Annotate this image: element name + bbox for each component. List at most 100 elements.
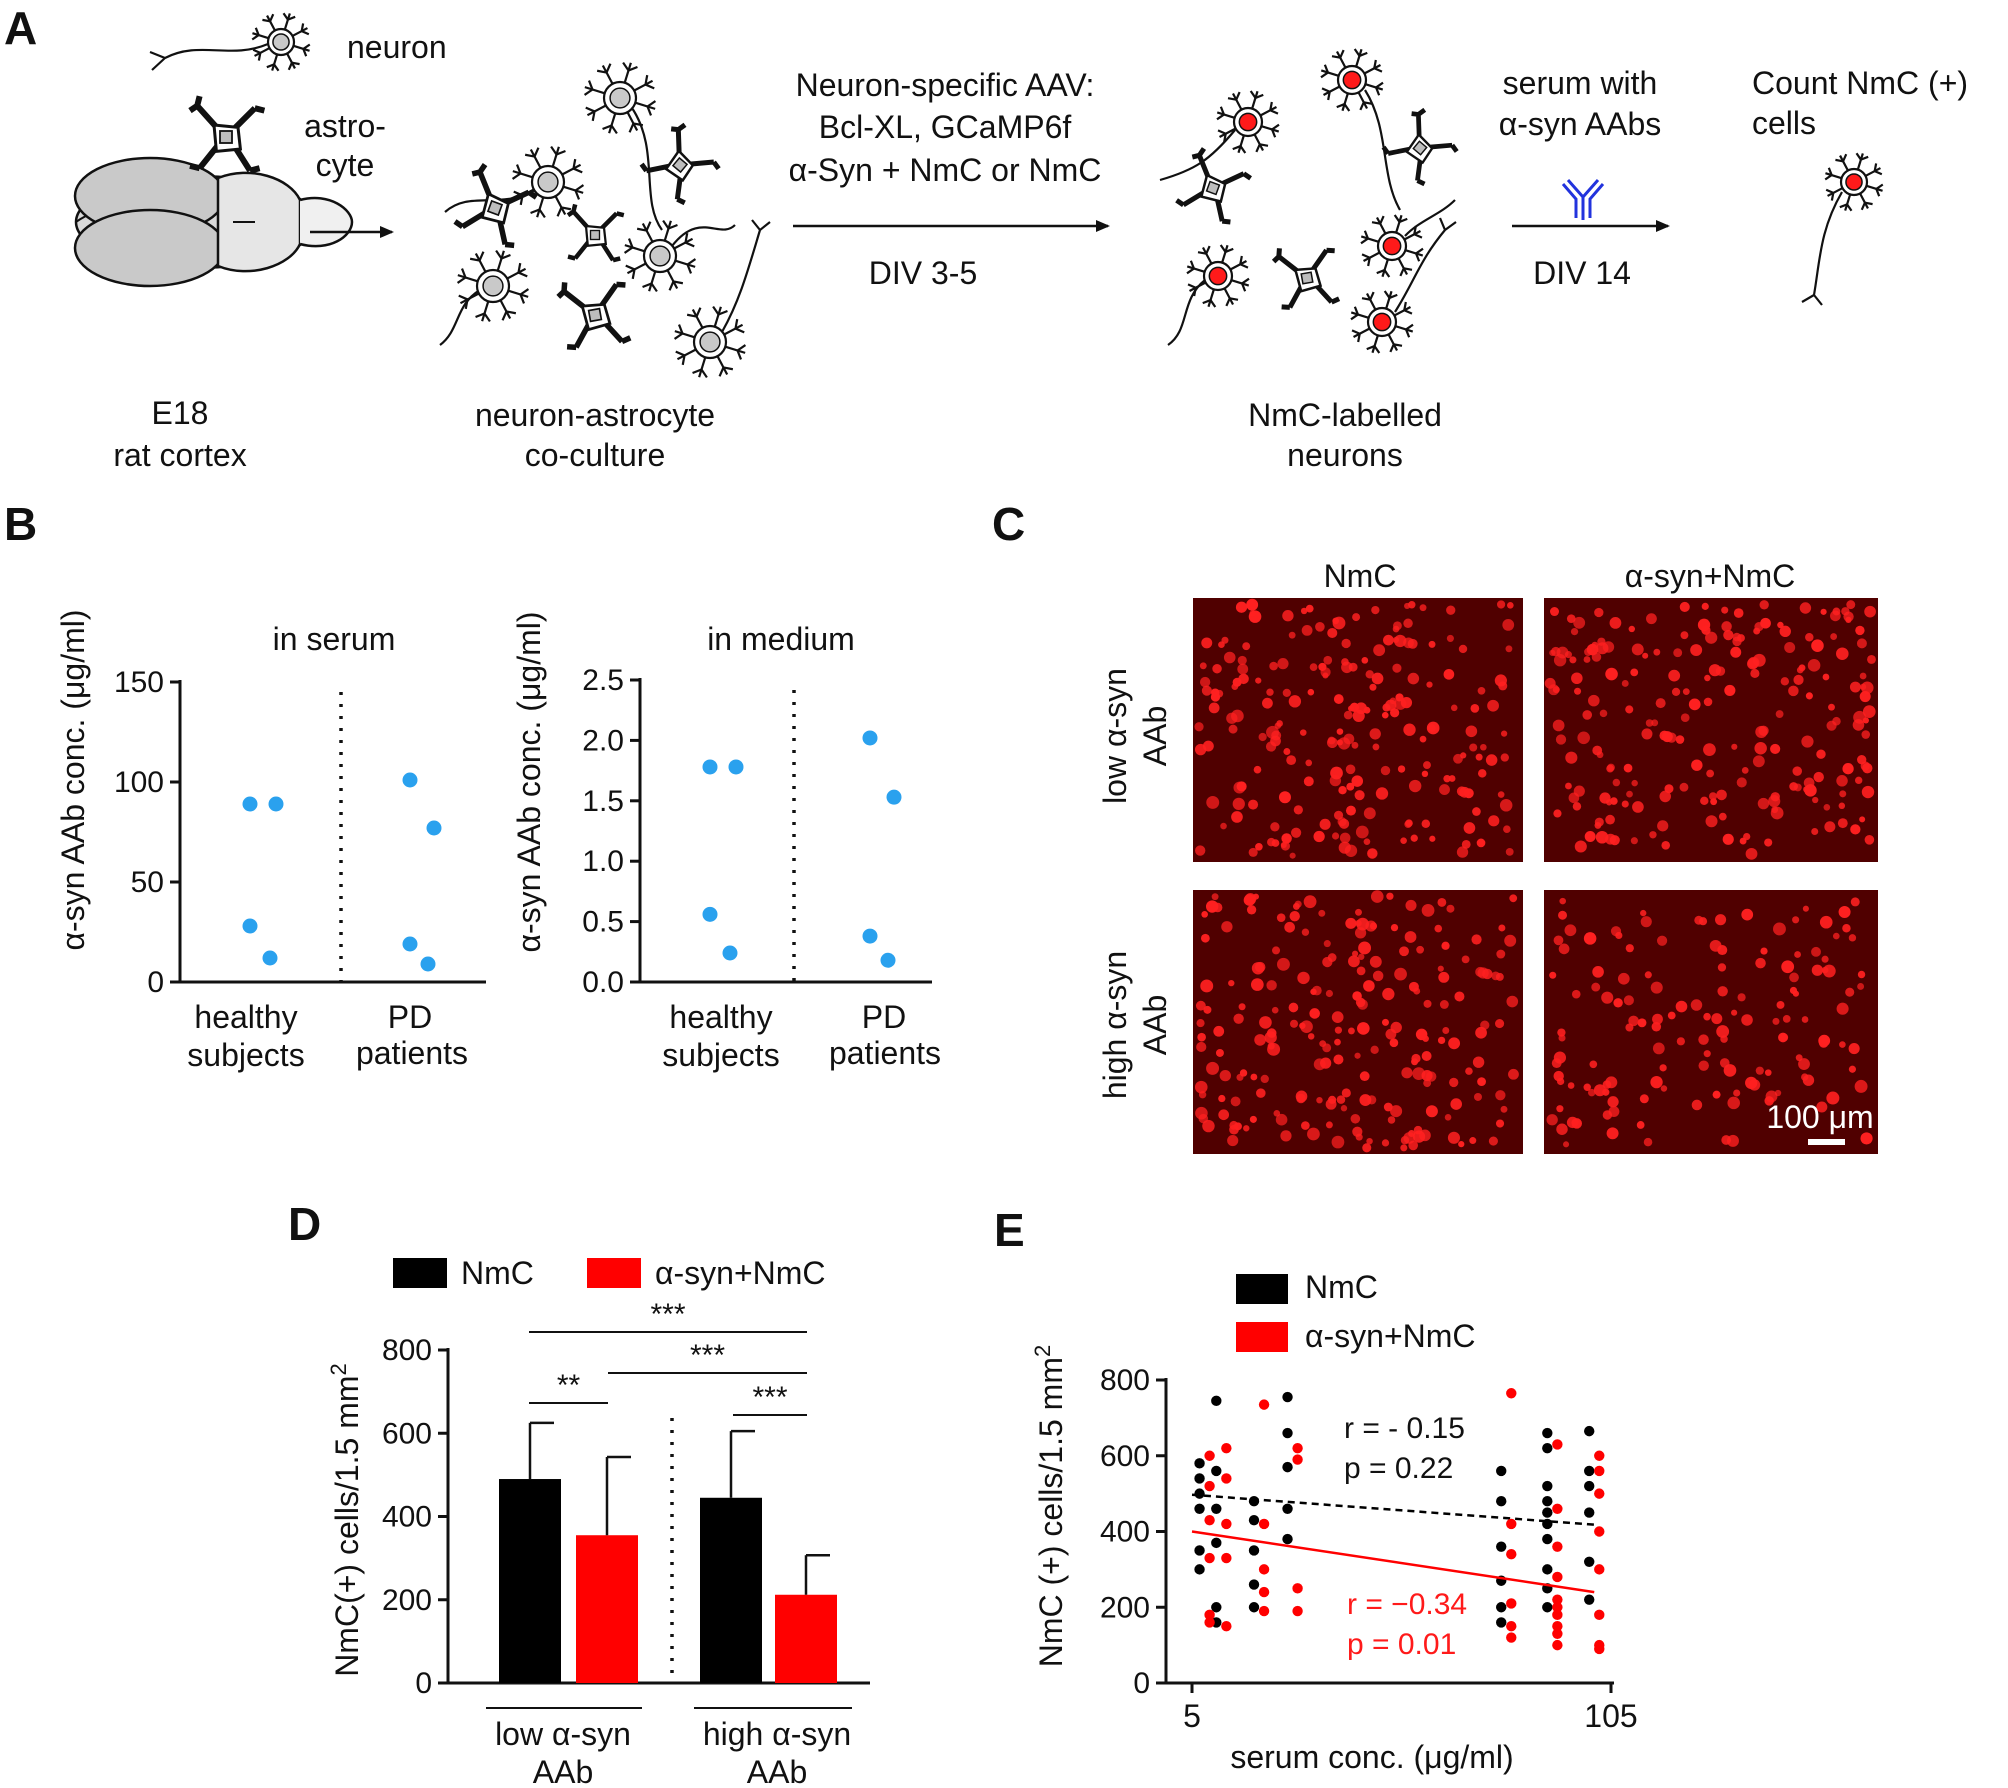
data-point (1542, 1533, 1553, 1545)
labelled-cell (1792, 766, 1802, 776)
data-point (1292, 1454, 1303, 1465)
labelled-cell (1848, 934, 1857, 942)
labelled-cell (1690, 999, 1703, 1011)
labelled-cell (1592, 966, 1604, 978)
labelled-cell (1721, 621, 1732, 632)
labelled-cell (1470, 704, 1480, 713)
labelled-cell (1206, 795, 1220, 809)
data-point (1496, 1617, 1507, 1628)
data-point (1282, 1461, 1293, 1473)
labelled-cell (1319, 818, 1331, 830)
labelled-cell (1754, 742, 1767, 755)
labelled-cell (1842, 923, 1851, 933)
coculture-label-1: neuron-astrocyte (475, 397, 715, 433)
labelled-cell (1362, 1143, 1372, 1153)
labelled-cell (1771, 806, 1779, 814)
data-point (1594, 1488, 1605, 1499)
labelled-cell (1202, 1119, 1215, 1133)
labelled-cell (1286, 755, 1297, 766)
labelled-cell (1230, 1096, 1241, 1107)
y-tick-label: 800 (382, 1334, 432, 1367)
labelled-cell (1381, 1139, 1390, 1147)
labelled-cell (1196, 1019, 1205, 1028)
labelled-cell (1313, 830, 1325, 843)
labelled-cell (1739, 837, 1747, 845)
labelled-cell (1194, 1080, 1208, 1094)
data-point (1542, 1496, 1553, 1507)
labelled-cell (1789, 782, 1798, 791)
labelled-cell (1363, 807, 1376, 820)
labelled-cell (1336, 728, 1344, 735)
labelled-cell (1708, 792, 1718, 801)
data-point (242, 918, 258, 934)
labelled-cell (1856, 638, 1867, 649)
labelled-cell (1236, 1073, 1244, 1081)
b-right-title: in medium (707, 621, 855, 657)
labelled-cell (1447, 1131, 1461, 1144)
labelled-cell (1504, 934, 1517, 947)
b-right-group1-line1: healthy (669, 999, 772, 1035)
labelled-cell (1805, 632, 1814, 642)
labelled-cell (1266, 688, 1274, 696)
labelled-cell (1485, 754, 1498, 766)
labelled-cell (1382, 987, 1395, 1001)
labelled-cell (1745, 847, 1758, 860)
labelled-cell (1392, 663, 1402, 673)
data-point (1542, 1480, 1553, 1492)
labelled-cell (1848, 1065, 1857, 1073)
labelled-cell (1446, 904, 1455, 913)
labelled-cell (1249, 1115, 1257, 1123)
labelled-cell (1698, 1060, 1709, 1071)
labelled-cell (1859, 683, 1867, 690)
labelled-cell (1788, 685, 1799, 697)
labelled-cell (1811, 639, 1824, 652)
labelled-cell (1551, 1058, 1562, 1069)
labelled-cell (1839, 1041, 1846, 1048)
labelled-cell (1232, 797, 1245, 811)
labelled-cell (1235, 601, 1248, 613)
labelled-cell (1341, 638, 1351, 649)
labelled-cell (1267, 1042, 1275, 1050)
labelled-cell (1811, 946, 1821, 957)
labelled-cell (1438, 971, 1450, 983)
astrocyte-icon (1175, 147, 1252, 225)
labelled-cell (1676, 1037, 1685, 1046)
labelled-cell (1444, 1114, 1452, 1121)
labelled-cell (1305, 604, 1314, 613)
labelled-cell (1494, 674, 1507, 687)
data-point (426, 820, 442, 836)
labelled-cell (1312, 985, 1322, 996)
labelled-cell (1346, 782, 1355, 791)
astrocyte-icon (188, 95, 266, 174)
labelled-cell (1380, 765, 1391, 776)
data-point (1248, 1545, 1260, 1556)
labelled-cell (1812, 796, 1819, 804)
labelled-cell (1284, 921, 1295, 933)
labelled-cell (1499, 799, 1513, 812)
labelled-cell (1221, 921, 1233, 933)
labelled-cell (1602, 1088, 1610, 1096)
data-point (1194, 1458, 1205, 1469)
labelled-cell (1826, 1091, 1840, 1105)
data-point (1552, 1439, 1563, 1450)
legend-asyn-label: α-syn+NmC (655, 1255, 826, 1291)
labelled-cell (1293, 805, 1303, 815)
labelled-cell (1201, 685, 1212, 696)
data-point (1552, 1571, 1563, 1583)
labelled-cell (1582, 710, 1593, 720)
labelled-cell (1496, 600, 1506, 609)
labelled-cell (1836, 647, 1849, 660)
labelled-cell (1509, 894, 1518, 903)
labelled-cell (1506, 995, 1519, 1008)
y-tick-label: 200 (382, 1584, 432, 1617)
labelled-cell (1228, 724, 1238, 734)
labelled-cell (1195, 1106, 1208, 1120)
labelled-cell (1277, 957, 1290, 971)
labelled-cell (1591, 982, 1601, 992)
labelled-cell (1238, 1003, 1246, 1011)
data-point (1221, 1518, 1232, 1530)
labelled-cell (1421, 904, 1435, 917)
labelled-cell (1253, 765, 1262, 774)
labelled-cell (1270, 822, 1280, 832)
labelled-cell (1498, 924, 1506, 932)
